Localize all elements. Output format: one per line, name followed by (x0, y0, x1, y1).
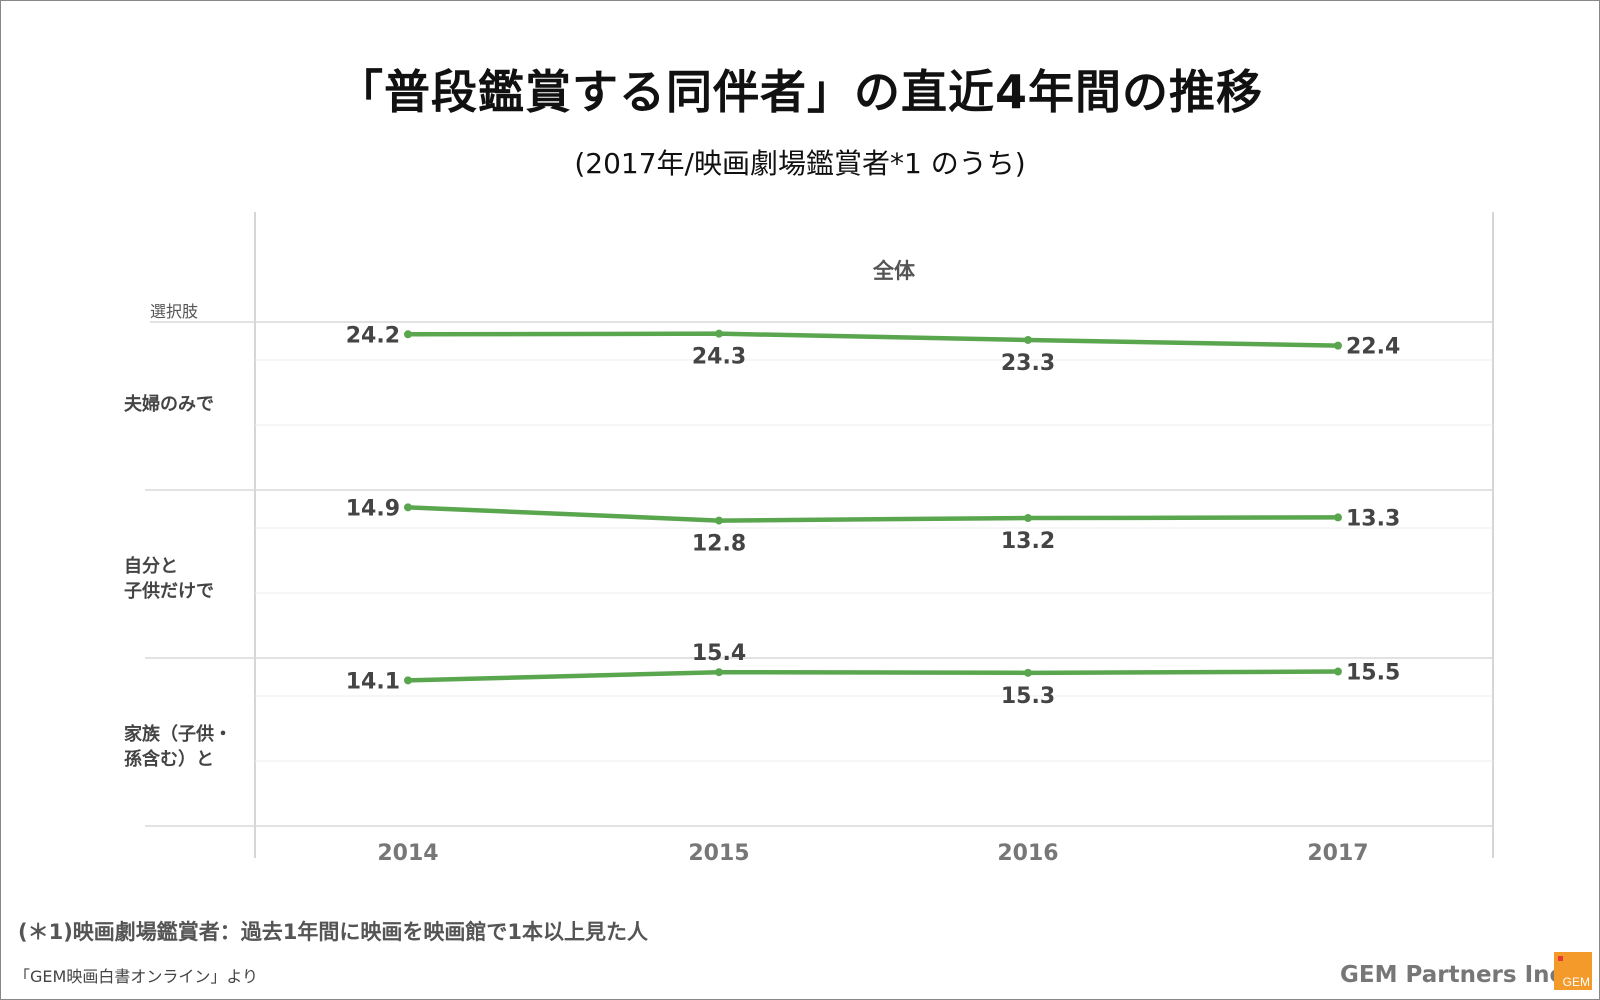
x-tick-label: 2017 (1307, 841, 1368, 866)
panel-title: 全体 (872, 259, 916, 283)
data-label: 23.3 (1001, 351, 1055, 376)
data-point (715, 329, 723, 338)
data-label: 22.4 (1346, 335, 1400, 360)
series-label: 夫婦のみで (124, 393, 214, 415)
series-label: 孫含む）と (124, 748, 214, 770)
data-label: 12.8 (692, 532, 746, 557)
chart-subtitle: (2017年/映画劇場鑑賞者*1 のうち) (574, 147, 1026, 180)
series-label: 子供だけで (124, 580, 214, 602)
data-label: 24.2 (346, 323, 400, 348)
x-tick-label: 2016 (997, 841, 1058, 866)
series-label: 家族（子供・ (124, 723, 232, 745)
gem-logo: GEM (1554, 952, 1592, 990)
data-point (404, 676, 412, 685)
data-point (1024, 514, 1032, 523)
data-label: 14.1 (346, 669, 400, 694)
logo-text: GEM (1562, 975, 1590, 989)
series-line (405, 331, 1341, 348)
series-line (405, 505, 1341, 523)
data-point (1024, 335, 1032, 344)
data-point (715, 668, 723, 677)
data-label: 15.4 (692, 641, 746, 666)
series-label: 自分と (124, 555, 178, 577)
logo-dot (1558, 956, 1563, 961)
row-header: 選択肢 (150, 302, 198, 321)
data-label: 13.2 (1001, 529, 1055, 554)
source-note: 「GEM映画白書オンライン」より (14, 967, 258, 986)
data-point (404, 503, 412, 512)
chart-title: 「普段鑑賞する同伴者」の直近4年間の推移 (336, 65, 1263, 119)
data-point (1024, 668, 1032, 677)
data-point (715, 516, 723, 525)
data-point (404, 330, 412, 339)
data-label: 14.9 (346, 496, 400, 521)
data-label: 24.3 (692, 345, 746, 370)
data-point (1334, 667, 1342, 676)
series-line (405, 669, 1341, 683)
data-point (1334, 341, 1342, 350)
brand-name: GEM Partners Inc. (1340, 962, 1572, 988)
x-tick-label: 2015 (688, 841, 749, 866)
data-point (1334, 513, 1342, 522)
x-tick-label: 2014 (377, 841, 438, 866)
data-label: 13.3 (1346, 506, 1400, 531)
data-label: 15.3 (1001, 684, 1055, 709)
data-label: 15.5 (1346, 661, 1400, 686)
footnote: (＊1)映画劇場鑑賞者：過去1年間に映画を映画館で1本以上見た人 (18, 920, 649, 944)
